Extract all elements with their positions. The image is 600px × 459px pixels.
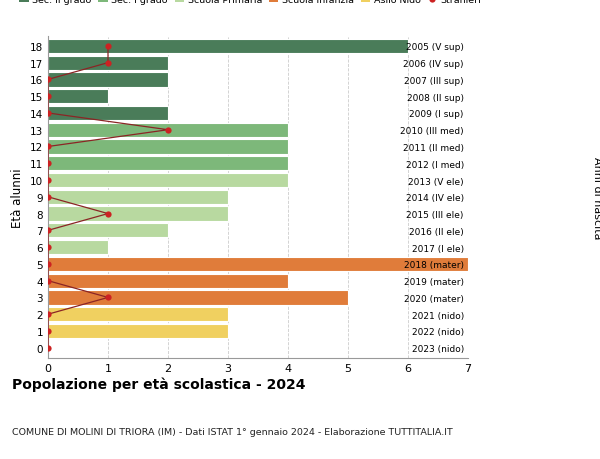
Bar (48, 140, 288, 154)
Legend: Sec. II grado, Sec. I grado, Scuola Primaria, Scuola Infanzia, Asilo Nido, Stran: Sec. II grado, Sec. I grado, Scuola Prim… (19, 0, 481, 6)
Bar (48, 207, 228, 221)
Bar (48, 190, 228, 204)
Bar (48, 90, 108, 104)
Bar (48, 56, 168, 71)
Y-axis label: Età alunni: Età alunni (11, 168, 25, 227)
Bar (48, 224, 168, 238)
Bar (48, 157, 288, 171)
Bar (48, 274, 288, 288)
Bar (48, 106, 168, 121)
Bar (48, 39, 408, 54)
Bar (48, 241, 108, 255)
Bar (48, 73, 168, 87)
Text: COMUNE DI MOLINI DI TRIORA (IM) - Dati ISTAT 1° gennaio 2024 - Elaborazione TUTT: COMUNE DI MOLINI DI TRIORA (IM) - Dati I… (12, 427, 453, 436)
Bar (48, 123, 288, 138)
Bar (48, 291, 348, 305)
Bar (48, 324, 228, 338)
Bar (48, 174, 288, 188)
Bar (48, 308, 228, 322)
Text: Popolazione per età scolastica - 2024: Popolazione per età scolastica - 2024 (12, 376, 305, 391)
Bar (48, 257, 468, 271)
Text: Anni di nascita: Anni di nascita (592, 156, 600, 239)
